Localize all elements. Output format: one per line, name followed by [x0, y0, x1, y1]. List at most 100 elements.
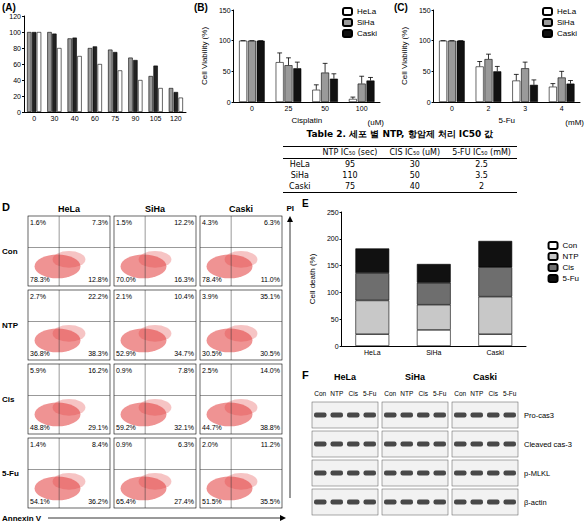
- svg-text:20: 20: [13, 93, 21, 100]
- svg-text:150: 150: [219, 7, 231, 14]
- svg-text:150: 150: [327, 262, 339, 269]
- svg-text:12.2%: 12.2%: [174, 219, 194, 226]
- svg-text:NTP: NTP: [563, 252, 579, 261]
- svg-text:100: 100: [219, 37, 231, 44]
- svg-text:90: 90: [131, 115, 139, 122]
- svg-text:12.8%: 12.8%: [88, 276, 108, 283]
- svg-text:Con: Con: [384, 390, 396, 397]
- svg-text:36.2%: 36.2%: [88, 498, 108, 505]
- svg-text:E: E: [302, 198, 309, 209]
- svg-text:5-Fu: 5-Fu: [2, 469, 19, 478]
- svg-text:HeLa: HeLa: [334, 372, 357, 382]
- svg-text:52.9%: 52.9%: [116, 350, 136, 357]
- svg-text:5-Fu: 5-Fu: [499, 116, 515, 125]
- svg-text:4: 4: [560, 105, 564, 112]
- svg-text:38.3%: 38.3%: [88, 350, 108, 357]
- svg-text:100: 100: [419, 37, 431, 44]
- svg-text:Caski: Caski: [473, 372, 497, 382]
- svg-text:(A): (A): [2, 2, 16, 13]
- svg-text:Cis: Cis: [419, 390, 429, 397]
- svg-text:150: 150: [419, 7, 431, 14]
- svg-text:(B): (B): [194, 2, 208, 13]
- svg-text:NTP: NTP: [330, 390, 343, 397]
- svg-text:7.8%: 7.8%: [178, 367, 194, 374]
- svg-text:SiHa: SiHa: [405, 372, 426, 382]
- svg-text:7.3%: 7.3%: [92, 219, 108, 226]
- svg-text:5-Fu: 5-Fu: [363, 390, 377, 397]
- svg-text:105: 105: [150, 115, 162, 122]
- svg-text:5-Fu: 5-Fu: [563, 274, 579, 283]
- svg-text:NTP: NTP: [400, 390, 413, 397]
- svg-text:0: 0: [335, 343, 339, 350]
- svg-text:50: 50: [331, 316, 339, 323]
- svg-text:Con: Con: [454, 390, 466, 397]
- svg-text:35.5%: 35.5%: [260, 498, 280, 505]
- svg-text:Cell death (%): Cell death (%): [308, 253, 317, 304]
- svg-text:44.7%: 44.7%: [202, 424, 222, 431]
- svg-text:27.4%: 27.4%: [174, 498, 194, 505]
- svg-text:0: 0: [427, 99, 431, 106]
- svg-text:Cell Viability (%): Cell Viability (%): [400, 27, 409, 85]
- svg-text:Pro-cas3: Pro-cas3: [524, 411, 554, 420]
- svg-text:36.8%: 36.8%: [30, 350, 50, 357]
- svg-text:HeLa: HeLa: [557, 7, 577, 16]
- svg-text:32.1%: 32.1%: [174, 424, 194, 431]
- svg-text:120: 120: [9, 13, 21, 20]
- svg-text:2.0%: 2.0%: [202, 441, 218, 448]
- svg-text:SiHa: SiHa: [357, 18, 375, 27]
- svg-text:1.4%: 1.4%: [30, 441, 46, 448]
- svg-text:25: 25: [285, 105, 293, 112]
- svg-text:NTP: NTP: [2, 321, 19, 330]
- svg-text:Cis: Cis: [489, 390, 499, 397]
- svg-text:200: 200: [327, 235, 339, 242]
- svg-text:(C): (C): [394, 2, 408, 13]
- svg-text:3.9%: 3.9%: [202, 293, 218, 300]
- svg-text:60: 60: [13, 61, 21, 68]
- svg-text:β-actin: β-actin: [524, 498, 547, 507]
- svg-text:30.5%: 30.5%: [260, 350, 280, 357]
- svg-text:Cisplatin: Cisplatin: [291, 116, 322, 125]
- svg-text:Cis: Cis: [349, 390, 359, 397]
- svg-text:D: D: [2, 201, 10, 213]
- svg-text:1.5%: 1.5%: [116, 219, 132, 226]
- svg-text:22.2%: 22.2%: [88, 293, 108, 300]
- svg-text:6.3%: 6.3%: [178, 441, 194, 448]
- svg-text:PI: PI: [286, 204, 294, 213]
- svg-text:1.6%: 1.6%: [30, 219, 46, 226]
- svg-text:80: 80: [13, 45, 21, 52]
- svg-text:40: 40: [13, 77, 21, 84]
- svg-text:Cell Viability (%): Cell Viability (%): [200, 27, 209, 85]
- svg-text:50: 50: [423, 68, 431, 75]
- svg-text:4.3%: 4.3%: [202, 219, 218, 226]
- svg-text:5-Fu: 5-Fu: [503, 390, 517, 397]
- svg-text:HeLa: HeLa: [58, 204, 81, 214]
- svg-text:50: 50: [223, 68, 231, 75]
- svg-text:10.4%: 10.4%: [174, 293, 194, 300]
- svg-text:Con: Con: [2, 247, 18, 256]
- svg-text:0.9%: 0.9%: [116, 367, 132, 374]
- svg-text:70.0%: 70.0%: [116, 276, 136, 283]
- svg-text:p-MLKL: p-MLKL: [524, 469, 550, 478]
- svg-text:54.1%: 54.1%: [30, 498, 50, 505]
- svg-text:Cis: Cis: [563, 263, 575, 272]
- svg-text:Con: Con: [563, 241, 578, 250]
- svg-text:60: 60: [91, 115, 99, 122]
- svg-text:5-Fu: 5-Fu: [433, 390, 447, 397]
- svg-text:2: 2: [487, 105, 491, 112]
- svg-text:HeLa: HeLa: [357, 7, 377, 16]
- svg-text:11.2%: 11.2%: [261, 441, 280, 448]
- svg-text:78.3%: 78.3%: [30, 276, 50, 283]
- svg-text:Caski: Caski: [229, 204, 253, 214]
- svg-text:SiHa: SiHa: [145, 204, 166, 214]
- svg-text:Caski: Caski: [487, 349, 505, 356]
- svg-text:0: 0: [17, 109, 21, 116]
- svg-text:(mM): (mM): [565, 118, 584, 127]
- svg-text:Cis: Cis: [2, 395, 15, 404]
- svg-text:Annexin V: Annexin V: [2, 514, 42, 523]
- svg-text:34.7%: 34.7%: [174, 350, 194, 357]
- svg-text:30: 30: [50, 115, 58, 122]
- svg-text:29.1%: 29.1%: [88, 424, 108, 431]
- svg-text:100: 100: [327, 289, 339, 296]
- svg-text:100: 100: [356, 105, 368, 112]
- svg-text:48.8%: 48.8%: [30, 424, 50, 431]
